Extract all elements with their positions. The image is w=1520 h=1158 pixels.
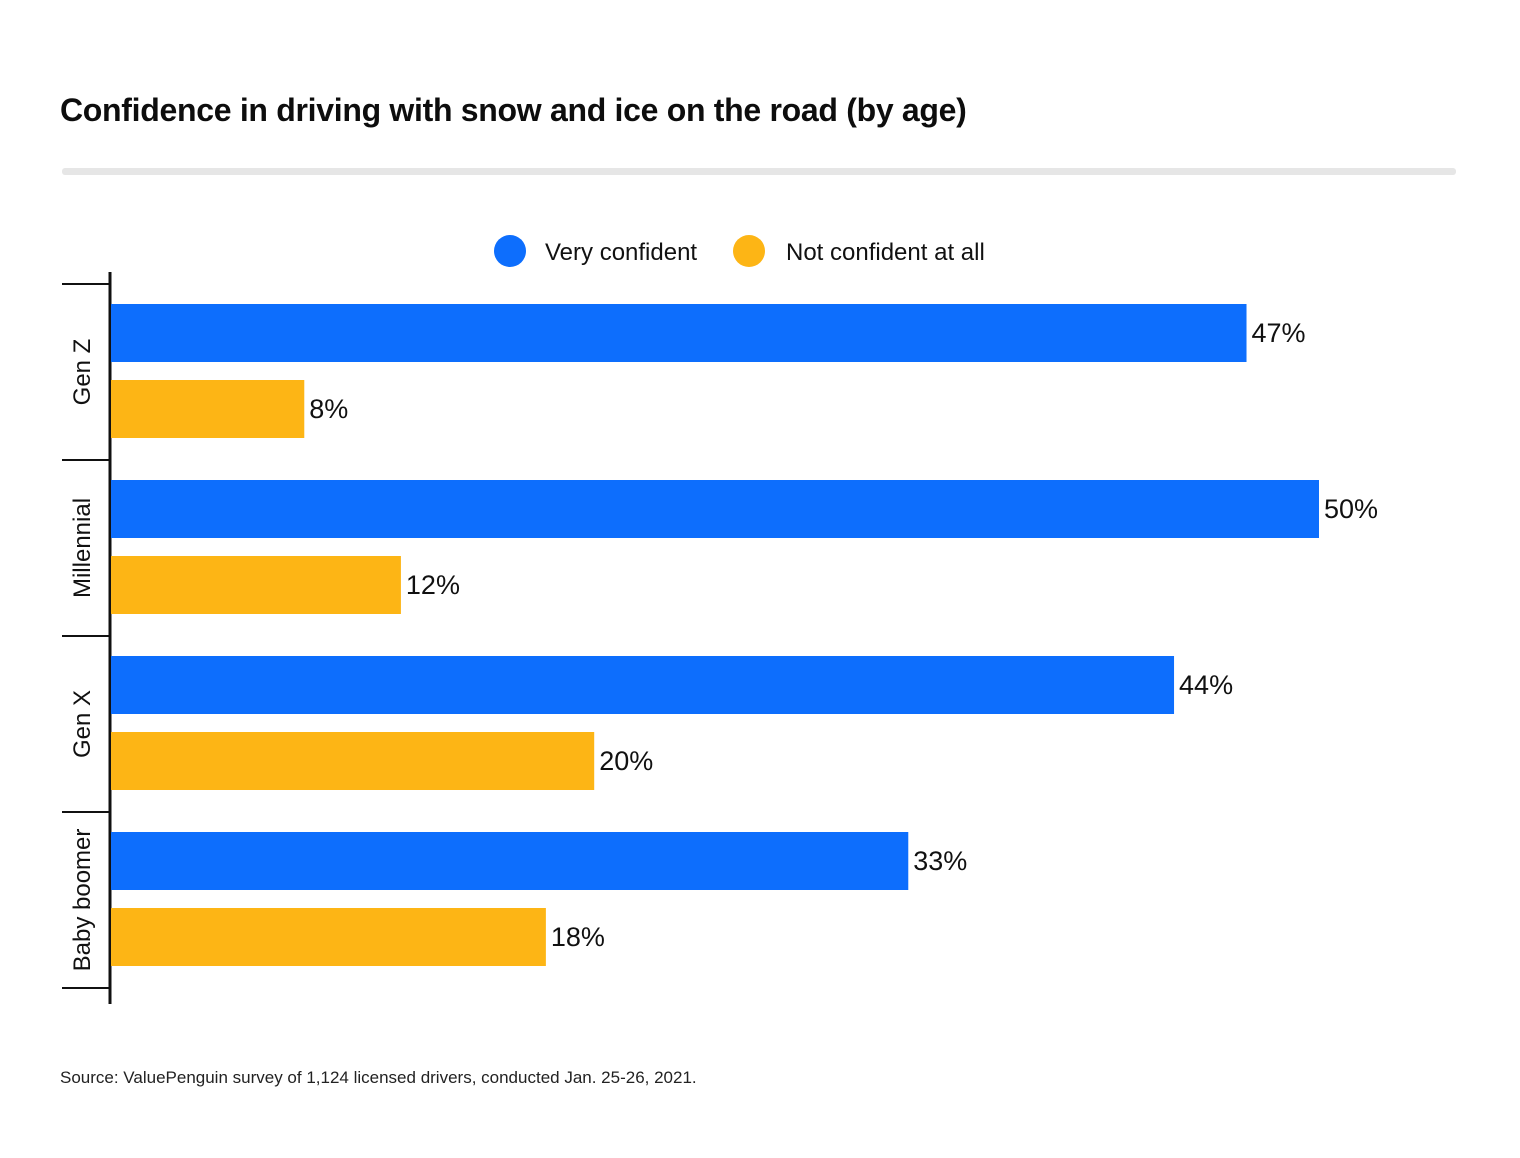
data-label: 50%: [1324, 494, 1378, 524]
legend-swatch-very-confident: [494, 235, 526, 267]
data-labels: 47% 8% 50% 12% 44% 20% 33% 18%: [309, 318, 1378, 952]
category-label: Gen X: [69, 690, 96, 758]
bar-not-confident-baby-boomer: [111, 908, 546, 966]
bar-not-confident-gen-x: [111, 732, 595, 790]
category-label: Millennial: [69, 498, 96, 598]
source-note: Source: ValuePenguin survey of 1,124 lic…: [60, 1068, 697, 1087]
data-label: 18%: [551, 922, 605, 952]
data-label: 12%: [406, 570, 460, 600]
data-label: 20%: [599, 746, 653, 776]
category-label: Baby boomer: [69, 829, 96, 972]
title-divider: [62, 168, 1456, 175]
legend: Very confident Not confident at all: [494, 235, 985, 267]
legend-swatch-not-confident: [733, 235, 765, 267]
data-label: 8%: [309, 394, 348, 424]
chart-title: Confidence in driving with snow and ice …: [60, 92, 967, 128]
bar-very-confident-gen-x: [111, 656, 1175, 714]
bar-not-confident-gen-z: [111, 380, 305, 438]
bars: [111, 304, 1319, 966]
bar-very-confident-millennial: [111, 480, 1319, 538]
legend-label-not-confident: Not confident at all: [786, 239, 985, 266]
category-label: Gen Z: [69, 339, 96, 406]
bar-very-confident-gen-z: [111, 304, 1247, 362]
data-label: 47%: [1252, 318, 1306, 348]
bar-very-confident-baby-boomer: [111, 832, 909, 890]
legend-label-very-confident: Very confident: [545, 239, 697, 266]
data-label: 44%: [1179, 670, 1233, 700]
bar-not-confident-millennial: [111, 556, 401, 614]
category-axis: Gen Z Millennial Gen X Baby boomer: [62, 272, 112, 1004]
data-label: 33%: [913, 846, 967, 876]
